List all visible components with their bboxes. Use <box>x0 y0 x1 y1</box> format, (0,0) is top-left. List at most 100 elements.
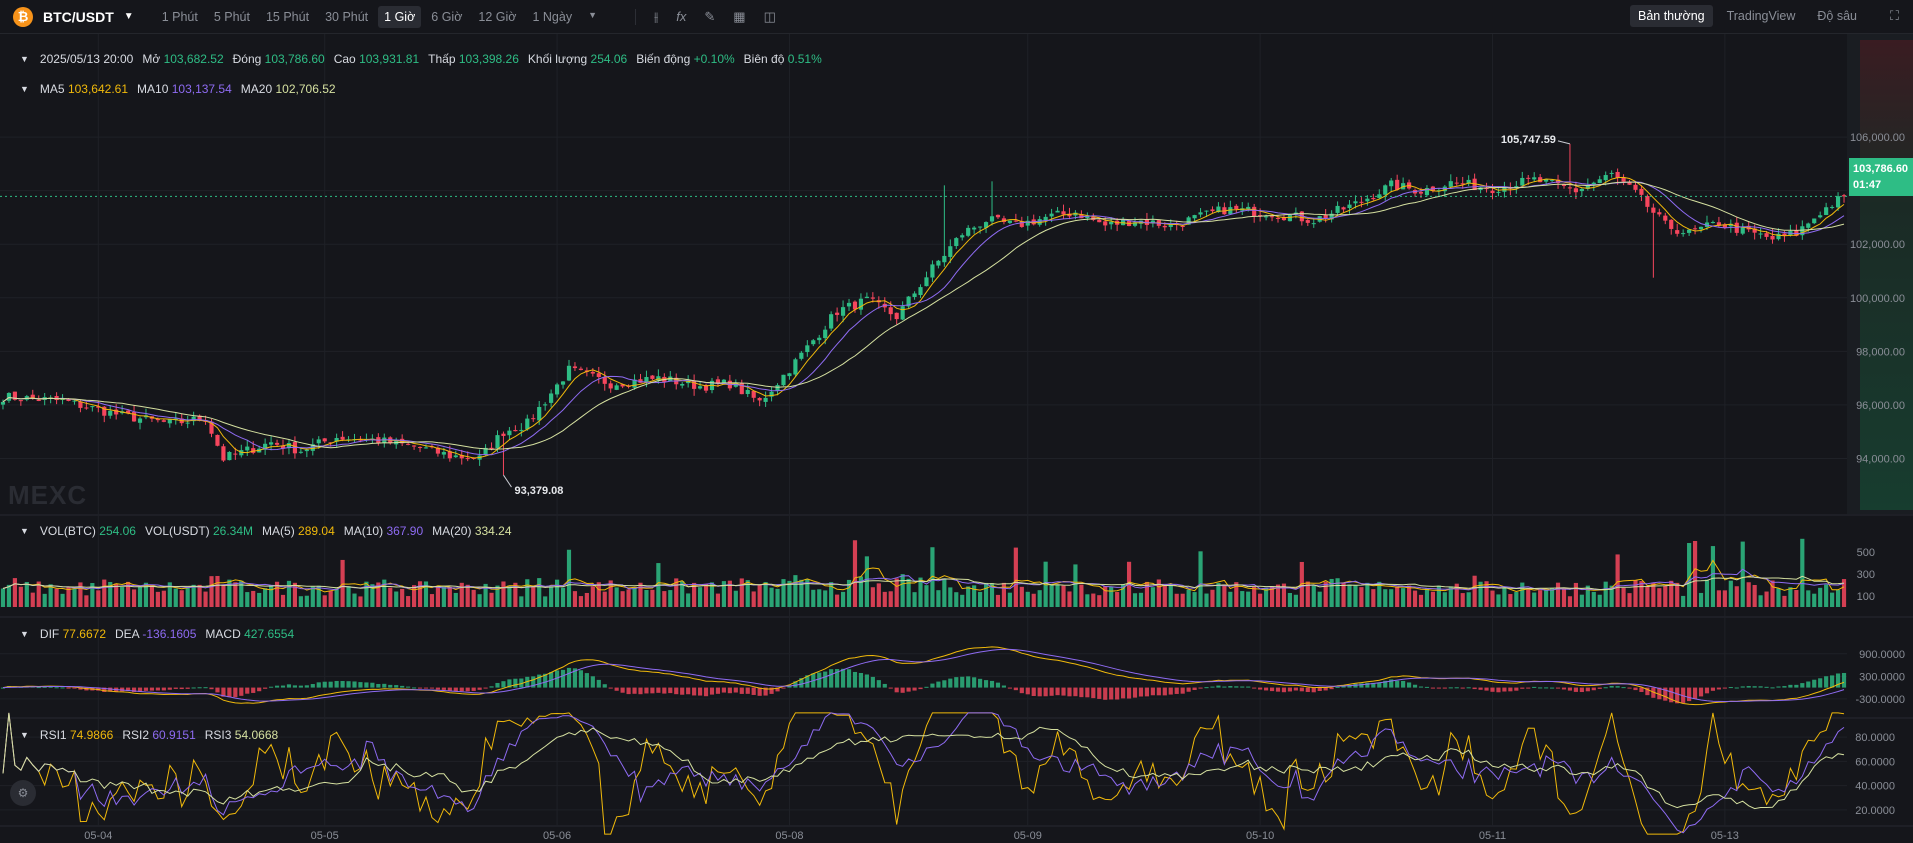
chevron-down-icon[interactable]: ▼ <box>123 11 134 22</box>
candle-body <box>1293 212 1298 214</box>
candle-body <box>936 260 941 266</box>
macd-histogram-bar <box>894 687 899 693</box>
macd-histogram-bar <box>513 678 518 688</box>
fullscreen-icon[interactable]: ⛶ <box>1889 8 1899 23</box>
macd-histogram-bar <box>370 682 375 688</box>
macd-histogram-bar <box>674 687 679 695</box>
volume-bar <box>1234 582 1239 607</box>
volume-bar <box>686 593 691 607</box>
interval-tab[interactable]: 12 Giờ <box>478 9 517 24</box>
volume-bar <box>1687 543 1692 607</box>
macd-histogram-bar <box>1275 687 1281 692</box>
candle-body <box>1764 233 1769 237</box>
candle-body <box>1049 213 1054 217</box>
macd-histogram-bar <box>417 687 423 689</box>
chevron-down-icon[interactable]: ▼ <box>20 629 29 639</box>
chevron-down-icon[interactable]: ▼ <box>20 84 29 94</box>
macd-histogram-bar <box>1305 687 1310 692</box>
chevron-down-icon[interactable]: ▼ <box>20 54 29 64</box>
volume-bar <box>1204 593 1209 607</box>
view-tab[interactable]: TradingView <box>1726 9 1796 23</box>
macd-histogram-bar <box>298 685 303 688</box>
candle-body <box>1484 187 1489 190</box>
candle-body <box>1633 184 1638 190</box>
volume-bar <box>227 579 232 607</box>
chevron-down-icon[interactable]: ▼ <box>20 730 29 740</box>
macd-histogram-bar <box>1281 687 1287 693</box>
vol-ma5-value: 289.04 <box>298 524 335 538</box>
change-value: +0.10% <box>693 52 735 66</box>
interval-tab[interactable]: 15 Phút <box>265 9 310 24</box>
candle-body <box>215 434 220 446</box>
macd-histogram-bar <box>1698 687 1704 697</box>
indicator-icon[interactable]: ⫲ <box>654 8 659 24</box>
interval-tab[interactable]: 1 Giờ <box>378 5 422 28</box>
interval-tab[interactable]: 5 Phút <box>213 9 250 24</box>
rsi-tick-label: 60.0000 <box>1855 756 1895 768</box>
volume-bar <box>1520 582 1525 607</box>
view-tab[interactable]: Bản thường <box>1629 5 1713 27</box>
volume-bar <box>1681 595 1686 607</box>
volume-bar <box>394 591 399 607</box>
candle-body <box>1186 217 1191 225</box>
ma5-value: 103,642.61 <box>67 82 129 96</box>
macd-histogram-bar <box>1121 687 1126 699</box>
candle-body <box>989 216 995 222</box>
volume-bar <box>900 574 905 607</box>
volume-bar <box>1544 590 1549 607</box>
settings-icon[interactable]: ⚙ <box>10 780 36 806</box>
macd-histogram-bar <box>263 687 268 689</box>
candle-body <box>549 393 554 403</box>
rsi1-label: RSI1 <box>39 728 67 742</box>
interval-tab[interactable]: 6 Giờ <box>431 9 463 24</box>
macd-histogram-bar <box>918 687 923 690</box>
volume-bar <box>322 595 327 607</box>
high-annotation: 105,747.59 <box>1501 134 1556 146</box>
layout-icon[interactable]: ▦ <box>733 8 746 24</box>
macd-histogram-bar <box>1788 684 1793 688</box>
macd-histogram-bar <box>1115 687 1120 700</box>
draw-icon[interactable]: ✎ <box>704 8 716 24</box>
candle-body <box>1329 213 1334 220</box>
macd-histogram-bar <box>137 687 143 692</box>
chevron-down-icon[interactable]: ▼ <box>588 9 598 20</box>
pair-selector[interactable]: BTC/USDT <box>43 8 114 25</box>
interval-tab[interactable]: 1 Ngày <box>532 9 573 24</box>
macd-histogram-bar <box>823 671 828 688</box>
camera-icon[interactable]: ◫ <box>763 8 776 24</box>
volume-bar <box>84 595 89 607</box>
volume-bar <box>1055 584 1060 607</box>
volume-bar <box>1526 589 1531 607</box>
formula-icon[interactable]: fx <box>676 9 687 24</box>
candle-body <box>1210 209 1215 212</box>
interval-tab[interactable]: 1 Phút <box>161 9 198 24</box>
macd-histogram-bar <box>1067 687 1072 697</box>
volume-bar <box>650 589 655 607</box>
candle-body <box>692 380 697 389</box>
macd-histogram-bar <box>1401 680 1406 688</box>
candle-body <box>715 379 721 384</box>
macd-histogram-bar <box>1579 687 1584 693</box>
top-toolbar: ₿ BTC/USDT ▼ 1 Phút 5 Phút 15 Phút 30 Phút 1… <box>0 0 1913 34</box>
view-tab[interactable]: Độ sâu <box>1817 9 1857 23</box>
macd-histogram-bar <box>900 687 905 693</box>
volume-bar <box>846 579 852 607</box>
macd-histogram-bar <box>727 687 732 694</box>
volume-bar <box>6 584 12 607</box>
macd-histogram-bar <box>1293 687 1298 691</box>
candle-body <box>1514 186 1519 189</box>
volume-bar <box>1633 580 1638 607</box>
candle-body <box>1579 188 1584 192</box>
volume-bar <box>751 591 756 607</box>
amplitude-label: Biên độ <box>743 52 785 66</box>
interval-tab[interactable]: 30 Phút <box>325 9 369 24</box>
macd-histogram-bar <box>489 686 494 688</box>
macd-histogram-bar <box>1097 687 1102 699</box>
candle-body <box>1544 179 1549 182</box>
macd-histogram-bar <box>197 687 202 689</box>
candle-body <box>811 340 816 345</box>
chevron-down-icon[interactable]: ▼ <box>20 526 29 536</box>
candle-body <box>1538 177 1543 183</box>
volume-bar <box>477 594 482 607</box>
